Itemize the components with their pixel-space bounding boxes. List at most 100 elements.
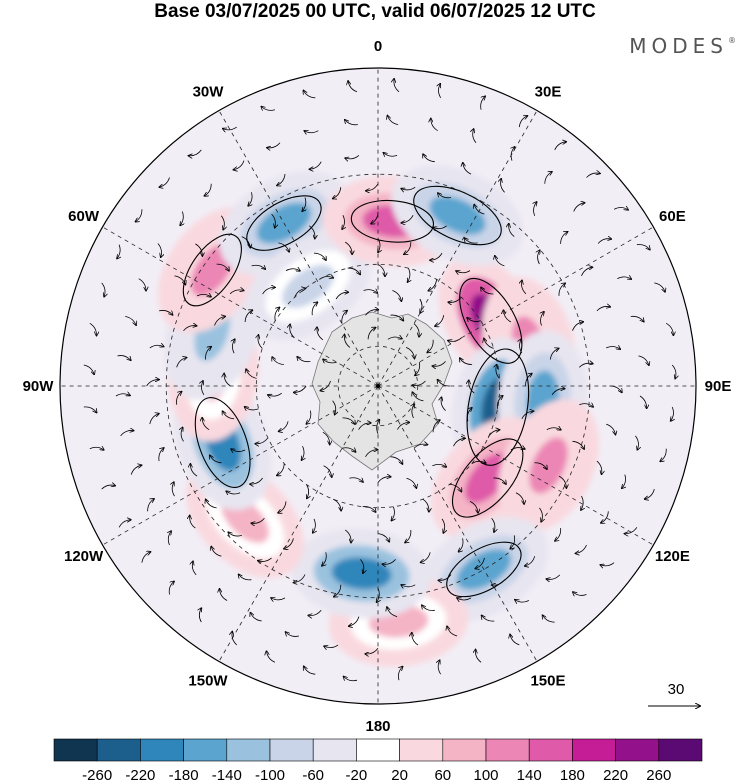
wind-vector xyxy=(413,444,428,449)
wind-vector xyxy=(174,275,186,285)
wind-vector xyxy=(286,632,299,637)
meridian-line xyxy=(218,386,379,662)
wind-vector xyxy=(543,615,555,623)
colorbar-swatch xyxy=(528,738,573,762)
wind-vector xyxy=(271,213,276,228)
colorbar-swatch xyxy=(572,738,616,762)
wind-vector xyxy=(294,385,307,392)
wind-vector xyxy=(223,411,235,420)
wind-vector xyxy=(645,488,655,499)
wind-vector xyxy=(510,634,520,646)
wind-vector xyxy=(371,211,379,224)
wind-vector xyxy=(344,335,351,348)
wind-vector xyxy=(313,518,316,533)
wind-vector xyxy=(101,485,116,490)
wind-vector xyxy=(268,392,282,396)
wind-vector xyxy=(192,561,197,576)
wind-vector xyxy=(447,626,458,637)
wind-vector xyxy=(412,392,424,402)
wind-vector xyxy=(427,339,434,353)
wind-vector xyxy=(671,364,676,379)
wind-vector xyxy=(636,244,650,249)
wind-vector xyxy=(538,250,540,265)
wind-vector xyxy=(387,337,402,340)
wind-vector xyxy=(433,225,447,229)
wind-vector xyxy=(481,287,494,295)
wind-vector xyxy=(241,236,251,248)
wind-vector xyxy=(294,288,306,298)
wind-vector xyxy=(441,397,446,411)
wind-vector xyxy=(117,244,120,259)
wind-vector xyxy=(457,598,472,600)
wind-vector xyxy=(467,318,481,322)
wind-vector xyxy=(239,574,252,581)
map-border xyxy=(59,67,697,705)
contour-line xyxy=(350,199,434,243)
wind-vector xyxy=(596,460,602,474)
wind-vector xyxy=(181,427,184,442)
wind-vector xyxy=(267,142,281,148)
wind-vector xyxy=(525,556,536,566)
wind-vector xyxy=(358,423,371,430)
colorbar-tick-label: -20 xyxy=(346,767,368,783)
wind-vector xyxy=(190,464,198,477)
wind-vector xyxy=(168,581,174,595)
wind-vector xyxy=(660,448,667,462)
wind-vector xyxy=(456,271,471,273)
wind-vector xyxy=(617,277,631,279)
wind-vector xyxy=(459,538,464,551)
wind-vector xyxy=(302,197,306,212)
wind-vector xyxy=(549,348,558,360)
colorbar-swatch xyxy=(615,738,660,762)
wind-vector xyxy=(412,633,419,646)
wind-vector xyxy=(572,440,585,449)
wind-vector xyxy=(423,154,435,163)
wind-vector xyxy=(448,297,462,302)
wind-vector xyxy=(487,430,500,438)
modes-logo: MODES® xyxy=(629,34,736,58)
wind-vector xyxy=(341,311,347,324)
wind-vector xyxy=(600,562,615,566)
wind-vector xyxy=(118,520,131,528)
wind-vector xyxy=(302,446,305,460)
wind-vector xyxy=(313,252,326,260)
wind-vector xyxy=(224,374,231,387)
wind-vector xyxy=(515,600,530,602)
wind-vector xyxy=(250,477,263,484)
wind-vector xyxy=(365,647,379,654)
wind-vector xyxy=(248,192,252,206)
wind-vector xyxy=(382,559,396,564)
wind-vector xyxy=(378,238,380,252)
wind-vector xyxy=(211,547,222,557)
wind-vector xyxy=(639,395,647,408)
wind-vector xyxy=(341,447,356,452)
wind-vector xyxy=(149,345,164,349)
longitude-label: 150E xyxy=(530,672,565,689)
wind-vector xyxy=(228,532,242,536)
wind-vector xyxy=(279,421,289,431)
wind-vector xyxy=(431,119,438,132)
wind-vector xyxy=(469,501,478,513)
contour-line xyxy=(194,397,251,489)
wind-vector xyxy=(463,163,472,175)
wind-vector xyxy=(232,339,234,354)
wind-vector xyxy=(365,310,379,316)
wind-vector xyxy=(606,347,620,350)
colorbar-swatch xyxy=(183,738,228,762)
colorbar-swatch xyxy=(312,738,357,762)
colorbar-tick-label: -180 xyxy=(169,767,199,783)
wind-vector xyxy=(469,380,475,394)
wind-vector xyxy=(622,474,626,489)
wind-vector xyxy=(560,232,568,244)
wind-vector xyxy=(311,302,317,316)
contour-line xyxy=(182,233,242,307)
wind-vector xyxy=(438,84,440,99)
wind-vector xyxy=(232,632,237,646)
colorbar-swatch xyxy=(399,738,444,762)
wind-vector xyxy=(206,499,217,509)
south-pole-dot xyxy=(375,383,381,389)
wind-vector xyxy=(558,475,566,488)
wind-vector xyxy=(147,499,154,512)
wind-vector xyxy=(130,465,141,475)
